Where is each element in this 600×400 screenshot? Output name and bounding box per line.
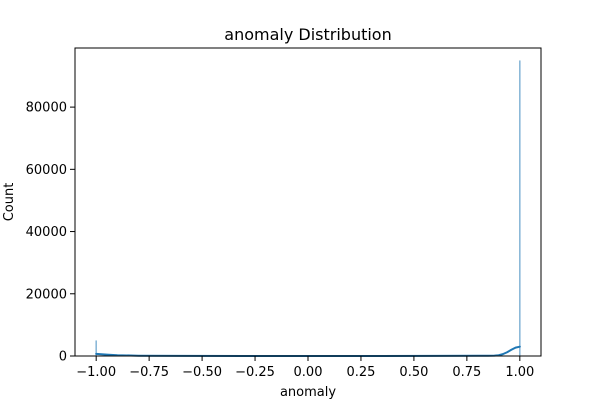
y-axis-label: Count	[2, 183, 17, 222]
y-tick-label: 20000	[26, 287, 67, 302]
x-tick-label: −0.25	[235, 365, 275, 380]
chart-title: anomaly Distribution	[224, 25, 391, 44]
x-tick-label: 0.50	[399, 365, 428, 380]
x-tick-label: 0.75	[452, 365, 481, 380]
plot-area	[75, 48, 541, 356]
y-tick-label: 80000	[26, 101, 67, 116]
bars-layer	[95, 60, 521, 356]
y-axis: 0 20000 40000 60000 80000	[26, 101, 75, 365]
y-tick-label: 0	[59, 350, 67, 365]
y-tick-label: 60000	[26, 163, 67, 178]
x-axis-label: anomaly	[280, 385, 336, 400]
x-tick-label: −0.50	[182, 365, 222, 380]
histogram-bar-1	[519, 60, 521, 356]
x-axis: −1.00 −0.75 −0.50 −0.25 0.00 0.25 0.50 0.75 1.00	[76, 356, 534, 380]
x-tick-label: 1.00	[505, 365, 534, 380]
y-tick-label: 40000	[26, 225, 67, 240]
x-tick-label: 0.00	[294, 365, 323, 380]
x-tick-label: −1.00	[76, 365, 116, 380]
histogram-bar-0	[95, 340, 97, 356]
x-tick-label: −0.75	[129, 365, 169, 380]
x-tick-label: 0.25	[346, 365, 375, 380]
